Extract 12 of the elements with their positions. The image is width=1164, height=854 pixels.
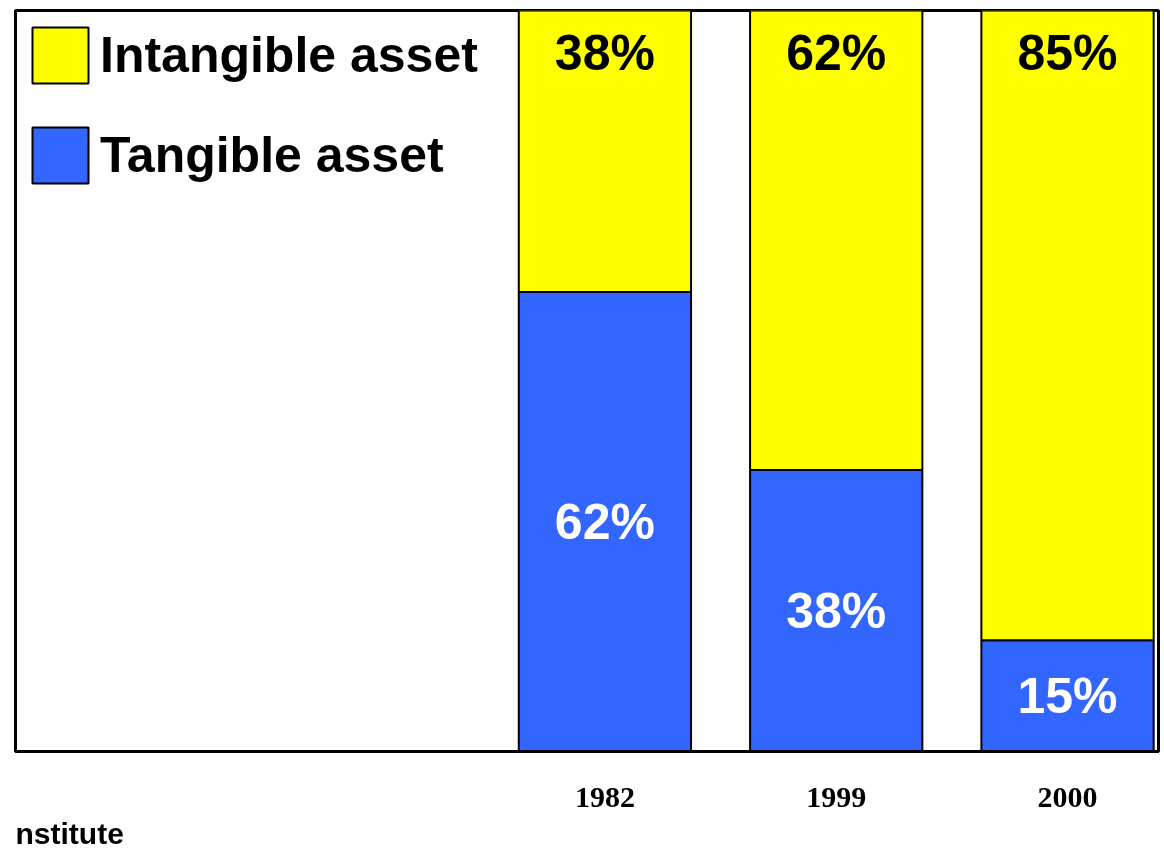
data-label: 38% [554, 25, 655, 82]
data-label: 62% [786, 25, 887, 82]
data-label: 38% [786, 582, 887, 639]
legend-label: Tangible asset [100, 126, 444, 185]
x-tick-label: 2000 [1037, 779, 1098, 813]
x-tick-label: 1982 [574, 779, 635, 813]
legend-label: Intangible asset [100, 26, 478, 85]
text: nstitute [15, 816, 124, 850]
data-label: 15% [1017, 667, 1118, 724]
data-label: 62% [554, 493, 655, 550]
x-tick-label: 1999 [806, 779, 867, 813]
data-label: 85% [1017, 25, 1118, 82]
